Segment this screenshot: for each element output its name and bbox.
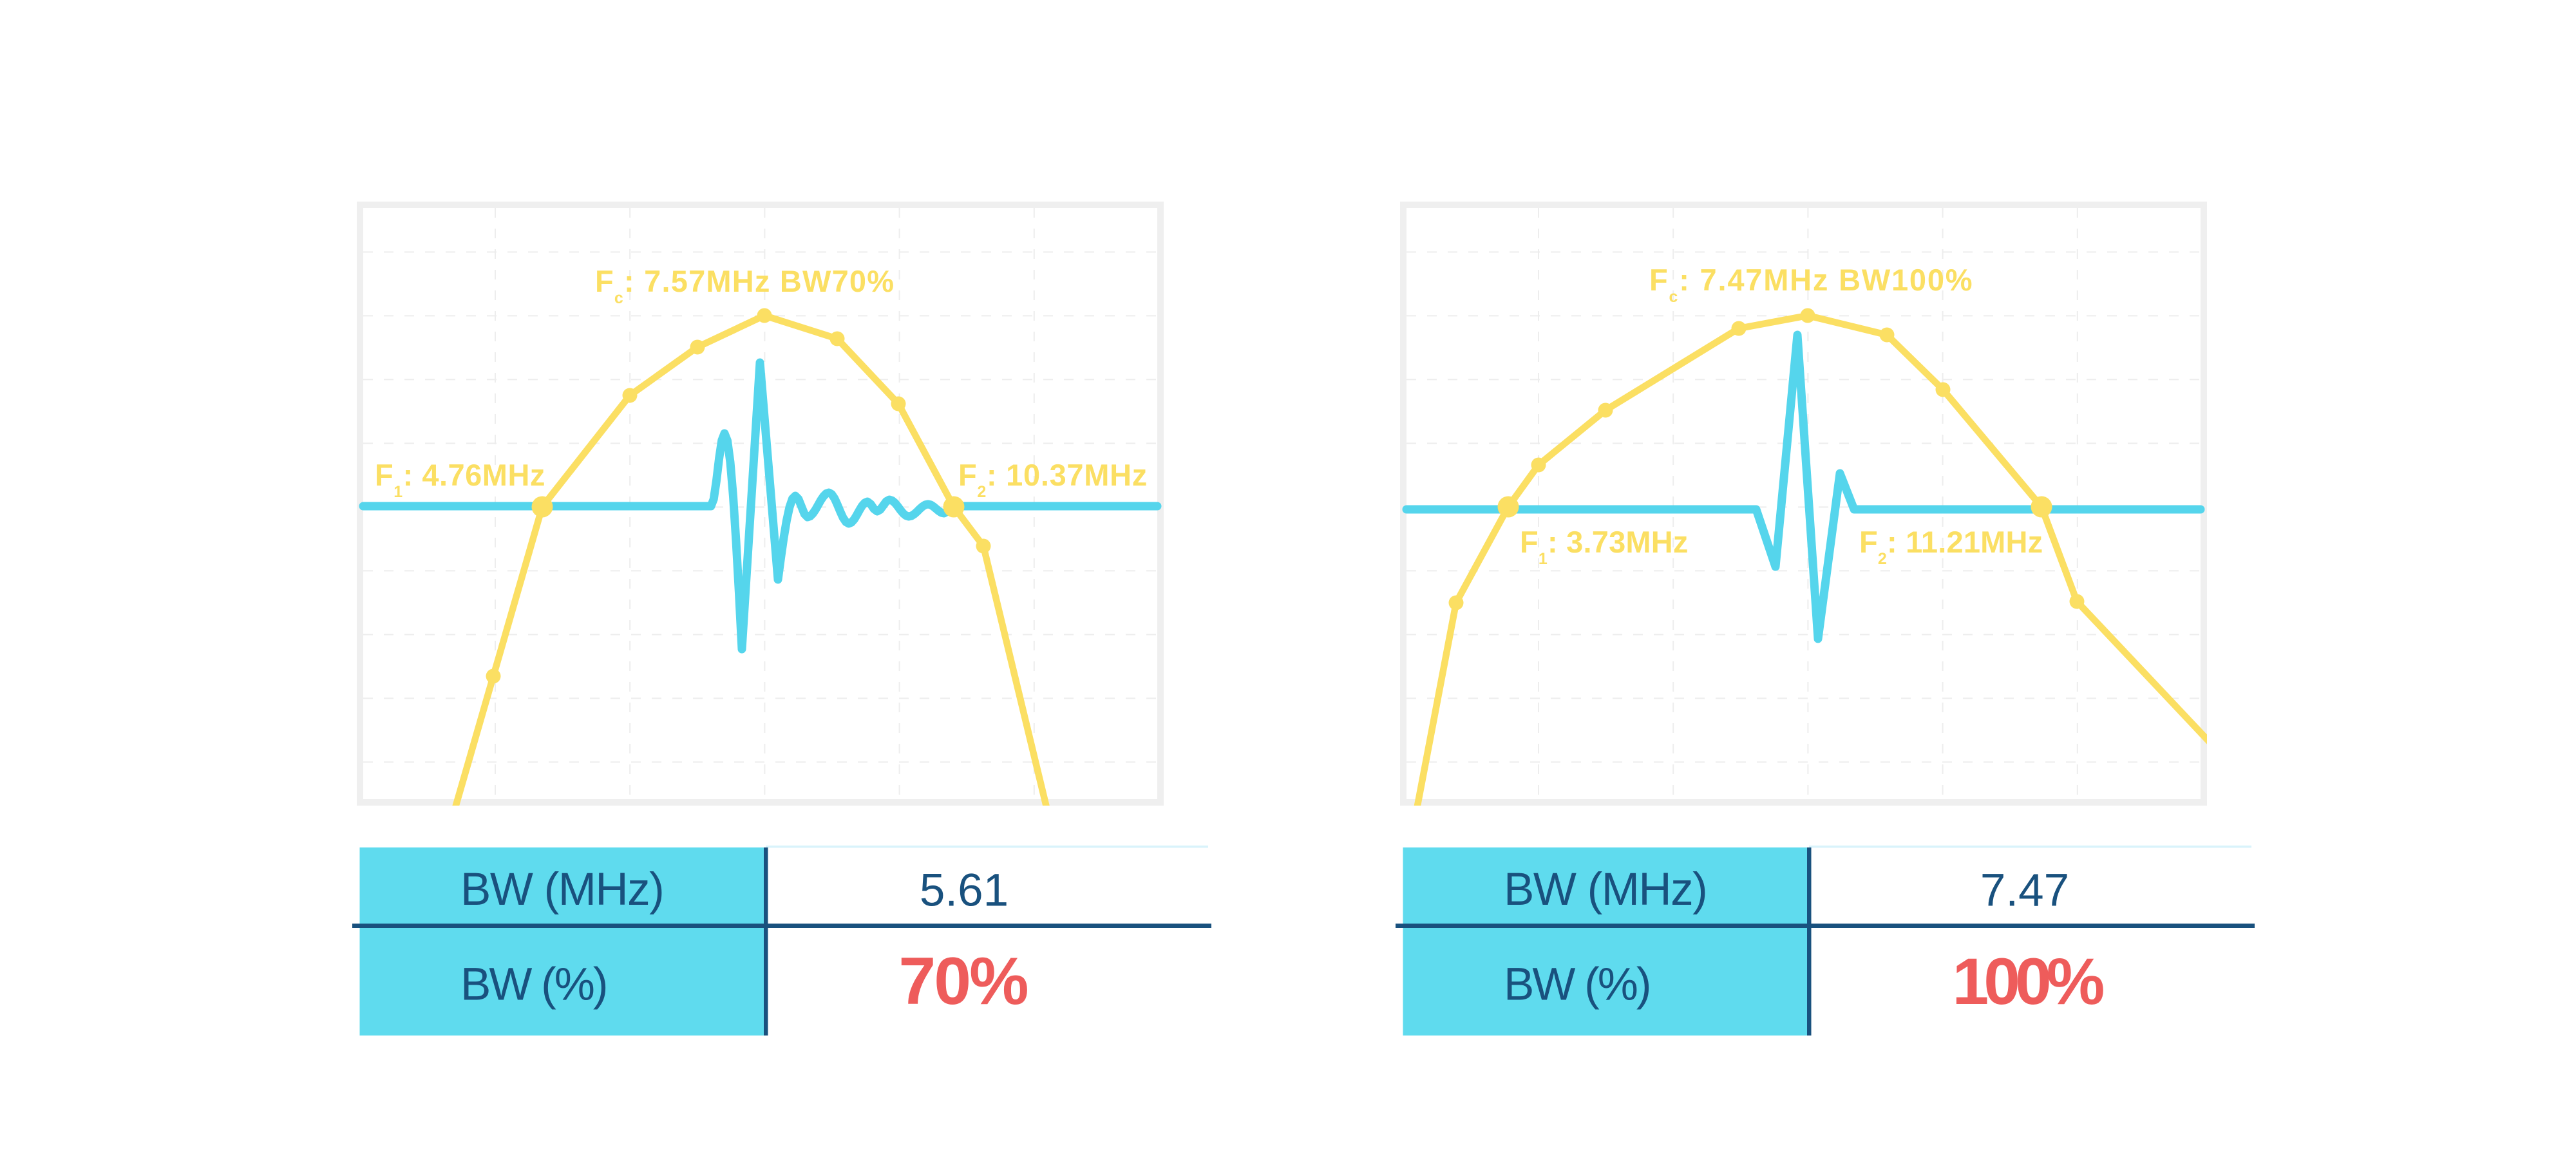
svg-text:BW (%): BW (%) — [460, 960, 607, 1010]
svg-text:100%: 100% — [1953, 945, 2103, 1018]
svg-text:5.61: 5.61 — [920, 866, 1009, 916]
svg-text:BW (MHz): BW (MHz) — [1504, 864, 1707, 915]
svg-text:70%: 70% — [898, 944, 1027, 1019]
svg-text:BW (%): BW (%) — [1504, 960, 1650, 1010]
svg-text:BW (MHz): BW (MHz) — [460, 864, 663, 915]
svg-text:7.47: 7.47 — [1980, 866, 2069, 916]
